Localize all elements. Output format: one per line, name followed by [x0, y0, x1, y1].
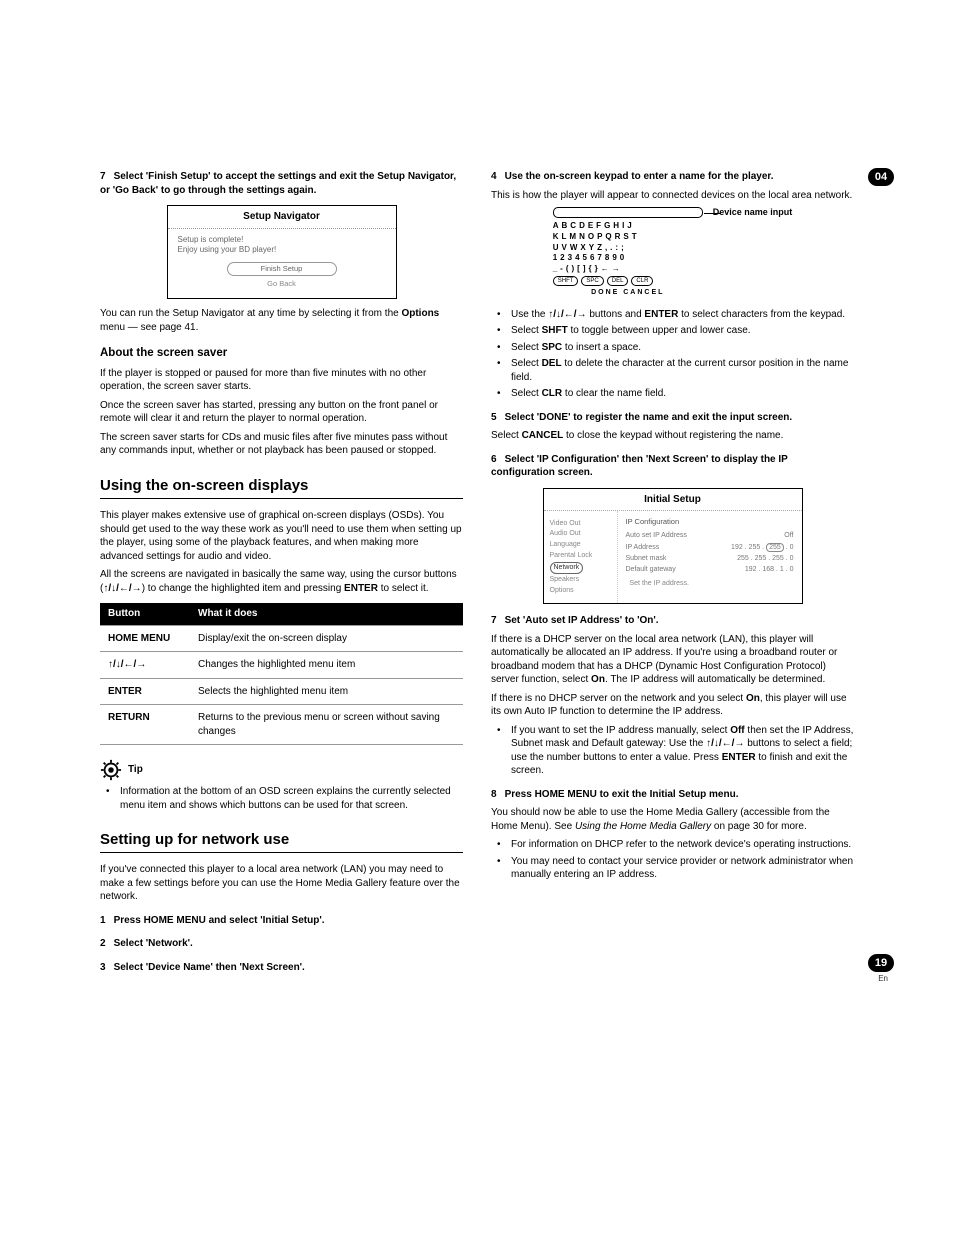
p-net-1: If you've connected this player to a loc… [100, 863, 463, 904]
osd2-title: Initial Setup [544, 489, 802, 512]
p-step4: This is how the player will appear to co… [491, 189, 854, 203]
step-7-right: 7Set 'Auto set IP Address' to 'On'. [491, 614, 854, 628]
th-what: What it does [190, 603, 463, 625]
page-number-badge: 19 [868, 954, 894, 972]
setup-navigator-osd: Setup Navigator Setup is complete! Enjoy… [167, 205, 397, 299]
step-8: 8Press HOME MENU to exit the Initial Set… [491, 788, 854, 802]
keypad-figure: ABCDEFGHIJ KLMNOPQRST UVWXYZ,.:; 1234567… [491, 207, 854, 298]
p-after-osd1: You can run the Setup Navigator at any t… [100, 307, 463, 334]
td-return-desc: Returns to the previous menu or screen w… [190, 705, 463, 745]
td-arrows-desc: Changes the highlighted menu item [190, 652, 463, 679]
tip-block: Tip [100, 759, 463, 781]
p-using-2: All the screens are navigated in basical… [100, 568, 463, 595]
keypad-input-box [553, 207, 703, 218]
td-arrows: ↑/↓/←/→ [100, 652, 190, 679]
bullet-del: Select DEL to delete the character at th… [503, 357, 854, 384]
bullet-off: If you want to set the IP address manual… [503, 724, 854, 778]
td-home-menu: HOME MENU [100, 625, 190, 652]
initial-setup-osd: Initial Setup Video Out Audio Out Langua… [543, 488, 803, 605]
tip-icon [100, 759, 122, 781]
page-lang: En [878, 974, 888, 985]
step-7-left-text: Select 'Finish Setup' to accept the sett… [100, 171, 456, 196]
p-about-3: The screen saver starts for CDs and musi… [100, 431, 463, 458]
heading-about-screensaver: About the screen saver [100, 346, 463, 362]
kp-r1: ABCDEFGHIJ [553, 221, 703, 232]
osd2-main: IP Configuration Auto set IP AddressOff … [618, 511, 802, 603]
p-step5: Select CANCEL to close the keypad withou… [491, 429, 854, 443]
osd2-sidebar: Video Out Audio Out Language Parental Lo… [544, 511, 618, 603]
chapter-badge: 04 [868, 168, 894, 186]
step-3: 3Select 'Device Name' then 'Next Screen'… [100, 961, 463, 975]
p7-1: If there is a DHCP server on the local a… [491, 633, 854, 687]
osd1-title: Setup Navigator [168, 206, 396, 229]
two-column-layout: 7Select 'Finish Setup' to accept the set… [100, 160, 854, 978]
kp-done-row: DONE CANCEL [553, 288, 703, 297]
step-5: 5Select 'DONE' to register the name and … [491, 411, 854, 425]
kp-btn-row: SHFTSPCDELCLR [553, 275, 703, 286]
bullet-dhcp: For information on DHCP refer to the net… [503, 838, 854, 852]
bullet-clr: Select CLR to clear the name field. [503, 387, 854, 401]
heading-network: Setting up for network use [100, 830, 463, 853]
kp-r2: KLMNOPQRST [553, 232, 703, 243]
step-1: 1Press HOME MENU and select 'Initial Set… [100, 914, 463, 928]
right-column: 4Use the on-screen keypad to enter a nam… [491, 160, 854, 978]
left-column: 7Select 'Finish Setup' to accept the set… [100, 160, 463, 978]
kp-r5: _-()[]{}←→ [553, 264, 703, 275]
keypad-label: Device name input [713, 207, 793, 218]
osd1-finish-button: Finish Setup [227, 262, 337, 276]
osd1-goback-button: Go Back [227, 278, 337, 290]
td-enter-desc: Selects the highlighted menu item [190, 678, 463, 705]
step-7-left: 7Select 'Finish Setup' to accept the set… [100, 170, 463, 197]
bullet-contact: You may need to contact your service pro… [503, 855, 854, 882]
tip-label: Tip [128, 763, 143, 777]
bullet-shft: Select SHFT to toggle between upper and … [503, 324, 854, 338]
p-using-1: This player makes extensive use of graph… [100, 509, 463, 563]
p7-2: If there is no DHCP server on the networ… [491, 692, 854, 719]
th-button: Button [100, 603, 190, 625]
step-6: 6Select 'IP Configuration' then 'Next Sc… [491, 453, 854, 480]
td-enter: ENTER [100, 678, 190, 705]
step-2: 2Select 'Network'. [100, 937, 463, 951]
p8: You should now be able to use the Home M… [491, 806, 854, 833]
td-home-menu-desc: Display/exit the on-screen display [190, 625, 463, 652]
tip-text: Information at the bottom of an OSD scre… [112, 785, 463, 812]
bullet-spc: Select SPC to insert a space. [503, 341, 854, 355]
button-table: ButtonWhat it does HOME MENUDisplay/exit… [100, 603, 463, 745]
heading-using-osd: Using the on-screen displays [100, 476, 463, 499]
kp-r4: 1234567890 [553, 253, 703, 264]
osd1-line1: Setup is complete! [178, 235, 386, 246]
p-about-1: If the player is stopped or paused for m… [100, 367, 463, 394]
kp-r3: UVWXYZ,.:; [553, 243, 703, 254]
osd1-line2: Enjoy using your BD player! [178, 245, 386, 256]
td-return: RETURN [100, 705, 190, 745]
bullet-use-arrows: Use the ↑/↓/←/→ buttons and ENTER to sel… [503, 308, 854, 322]
step-4: 4Use the on-screen keypad to enter a nam… [491, 170, 854, 184]
p-about-2: Once the screen saver has started, press… [100, 399, 463, 426]
